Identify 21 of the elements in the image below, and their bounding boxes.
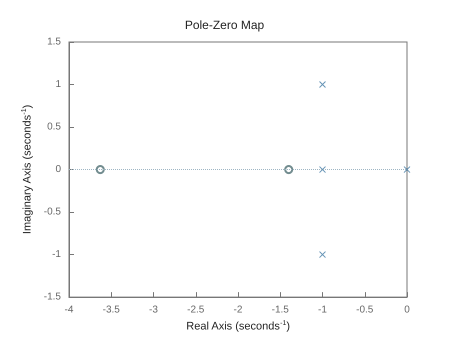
x-tick-label: -4	[64, 304, 74, 316]
x-tick-label: -0.5	[356, 304, 374, 316]
x-tick-label: -3	[149, 304, 158, 316]
y-tick-label: 1.5	[47, 36, 62, 48]
point	[404, 166, 410, 174]
chart-title: Pole-Zero Map	[184, 18, 265, 32]
y-tick-label: -1	[52, 249, 62, 260]
point	[319, 166, 326, 174]
y-tick-label: -0.5	[44, 206, 62, 218]
x-tick-label: -2	[234, 304, 243, 316]
x-tick-label: -3.5	[102, 304, 120, 316]
point	[319, 251, 326, 258]
x-tick-label: 0	[404, 304, 410, 316]
x-tick-label: -1.5	[272, 304, 290, 316]
y-tick-label: 0	[55, 164, 62, 176]
point	[319, 81, 326, 88]
y-tick-label: -1.5	[44, 292, 62, 303]
x-tick-label: -2.5	[187, 304, 205, 316]
y-tick-label: 0.5	[47, 122, 62, 133]
y-tick-label: 1	[55, 79, 62, 90]
x-tick-label: -1	[318, 304, 328, 316]
